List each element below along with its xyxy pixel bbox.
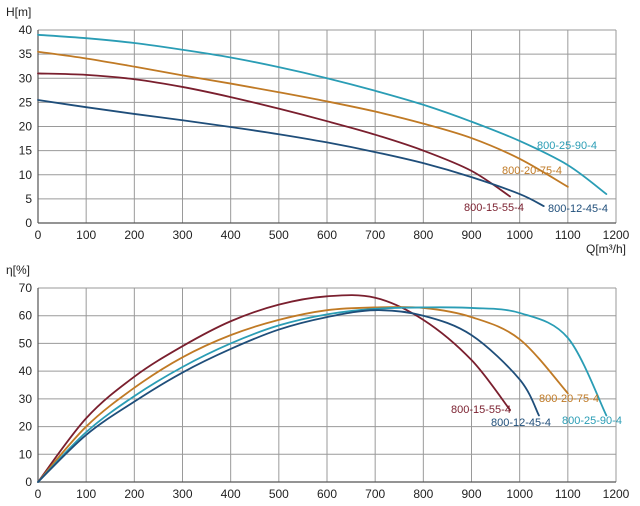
x-tick-label: 1200 (603, 228, 630, 242)
x-tick-label: 900 (461, 228, 481, 242)
y-tick-label: 30 (19, 71, 33, 85)
series-label: 800-25-90-4 (562, 415, 622, 427)
y-tick-label: 70 (19, 281, 33, 295)
y-tick-label: 10 (19, 168, 33, 182)
series-line-800-20-75-4 (37, 50, 569, 188)
y-tick-label: 5 (25, 192, 32, 206)
series-label: 800-12-45-4 (548, 203, 608, 215)
series-label: 800-15-55-4 (451, 404, 511, 416)
y-tick-label: 15 (19, 144, 33, 158)
series-line-800-12-45-4 (37, 309, 540, 483)
x-tick-label: 100 (76, 487, 96, 501)
y-tick-label: 0 (25, 475, 32, 489)
series-label: 800-20-75-4 (502, 165, 562, 177)
x-tick-label: 700 (365, 228, 385, 242)
y-tick-label: 60 (19, 309, 33, 323)
x-tick-label: 200 (124, 487, 144, 501)
head-chart: 0 100 200 300 400 500 600 700 800 900 1000 1100 1200… (6, 5, 630, 256)
series-line-800-15-55-4 (37, 294, 511, 483)
series-label: 800-12-45-4 (491, 417, 551, 429)
y-tick-label: 50 (19, 336, 33, 350)
x-tick-label: 800 (413, 228, 433, 242)
x-tick-label: 600 (317, 228, 337, 242)
series-line-800-25-90-4 (37, 33, 608, 195)
x-tick-label: 300 (172, 487, 192, 501)
series-label: 800-25-90-4 (537, 140, 597, 152)
y-tick-label: 40 (19, 23, 33, 37)
series-line-800-20-75-4 (37, 306, 569, 483)
y-tick-label: 20 (19, 120, 33, 134)
series-line-800-12-45-4 (37, 99, 545, 208)
y-tick-label: 40 (19, 364, 33, 378)
x-tick-label: 700 (365, 487, 385, 501)
x-tick-label: 800 (413, 487, 433, 501)
y-axis-title: η[%] (6, 263, 30, 277)
x-tick-label: 0 (35, 487, 42, 501)
series-line-800-25-90-4 (37, 306, 608, 483)
x-tick-label: 1100 (555, 487, 581, 501)
x-tick-label: 1100 (555, 228, 581, 242)
x-tick-label: 300 (172, 228, 192, 242)
y-tick-label: 0 (25, 216, 32, 230)
x-tick-label: 1000 (506, 487, 533, 501)
y-tick-label: 20 (19, 420, 33, 434)
x-tick-label: 600 (317, 487, 337, 501)
efficiency-chart: 0 100 200 300 400 500 600 700 800 900 1000 1100 1200… (6, 263, 630, 501)
series-label: 800-15-55-4 (464, 202, 524, 214)
y-tick-label: 10 (19, 447, 33, 461)
x-tick-label: 100 (76, 228, 96, 242)
x-tick-label: 900 (461, 487, 481, 501)
series-label: 800-20-75-4 (539, 393, 599, 405)
x-tick-label: 500 (269, 228, 289, 242)
x-tick-label: 400 (221, 228, 241, 242)
x-tick-label: 1200 (603, 487, 630, 501)
y-tick-label: 30 (19, 392, 33, 406)
y-tick-label: 25 (19, 95, 33, 109)
x-tick-label: 500 (269, 487, 289, 501)
series-line-800-15-55-4 (37, 72, 511, 198)
x-tick-label: 0 (35, 228, 42, 242)
x-tick-label: 400 (221, 487, 241, 501)
y-axis-title: H[m] (6, 5, 31, 19)
x-tick-label: 200 (124, 228, 144, 242)
x-axis-title: Q[m³/h] (586, 242, 626, 256)
x-tick-label: 1000 (506, 228, 533, 242)
y-tick-label: 35 (19, 47, 33, 61)
